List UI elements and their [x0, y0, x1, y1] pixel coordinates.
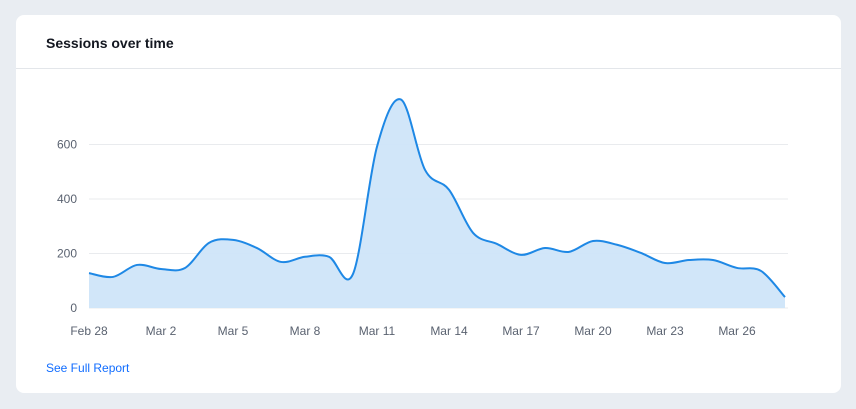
x-tick-label: Mar 2 [146, 324, 177, 338]
y-tick-label: 0 [70, 301, 77, 315]
x-tick-label: Mar 23 [646, 324, 684, 338]
x-tick-label: Feb 28 [70, 324, 108, 338]
area-fill [89, 99, 785, 308]
see-full-report-link[interactable]: See Full Report [46, 361, 130, 375]
x-tick-label: Mar 14 [430, 324, 468, 338]
card-title: Sessions over time [46, 35, 174, 51]
x-tick-label: Mar 5 [218, 324, 249, 338]
x-tick-label: Mar 17 [502, 324, 540, 338]
x-tick-label: Mar 26 [718, 324, 756, 338]
x-tick-label: Mar 8 [290, 324, 321, 338]
divider [16, 68, 841, 69]
series-line [88, 98, 786, 298]
x-tick-label: Mar 20 [574, 324, 612, 338]
sessions-card: Sessions over time 0 200 400 600 Feb 28 Mar 2… [16, 15, 841, 393]
x-tick-label: Mar 11 [359, 324, 396, 338]
sessions-chart: 0 200 400 600 Feb 28 Mar 2 Mar 5 Mar 8 Mar 11 Mar… [57, 98, 788, 338]
y-tick-label: 600 [57, 138, 77, 152]
y-tick-label: 200 [57, 247, 77, 261]
y-tick-label: 400 [57, 192, 77, 206]
